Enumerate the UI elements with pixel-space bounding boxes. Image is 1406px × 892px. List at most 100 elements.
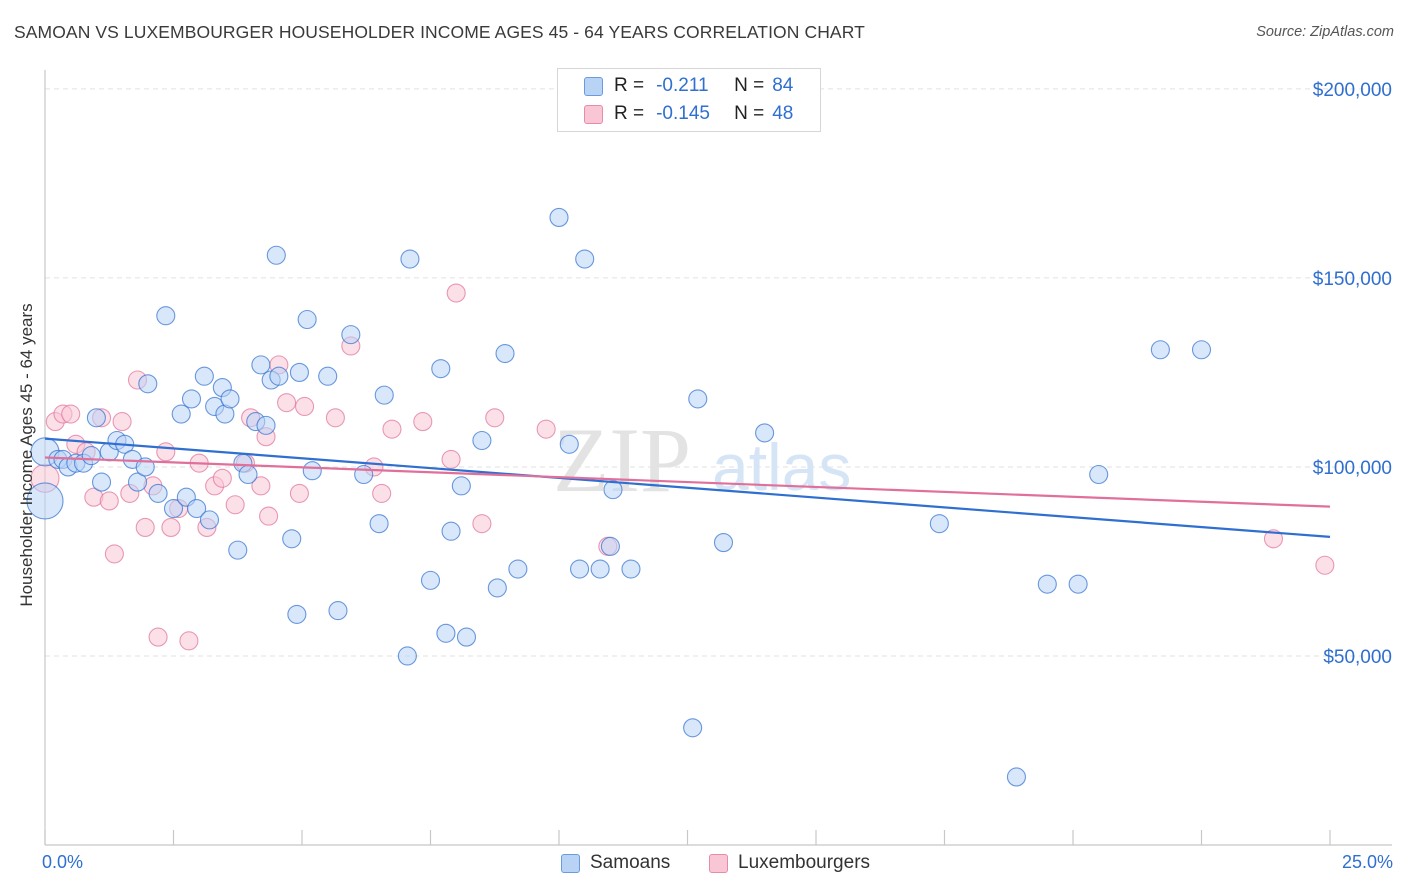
- samoans-point: [251, 355, 271, 375]
- legend-row-samoans: R = -0.211 N = 84: [584, 73, 793, 99]
- samoans-point: [1089, 464, 1109, 485]
- source-label: Source: ZipAtlas.com: [1256, 24, 1394, 40]
- luxembourgers-point: [536, 419, 556, 439]
- samoans-point: [287, 604, 307, 624]
- luxembourgers-point: [472, 514, 492, 534]
- samoans-point: [297, 309, 317, 330]
- samoans-point: [199, 510, 220, 530]
- bottom-legend-samoans-label: Samoans: [590, 852, 671, 873]
- y-tick-label: $100,000: [1313, 458, 1392, 479]
- gridlines: [45, 88, 1392, 657]
- luxembourgers-point: [61, 404, 81, 424]
- samoans-point: [688, 389, 708, 409]
- correlation-legend: R = -0.211 N = 84 R = -0.145 N = 48: [557, 68, 821, 132]
- luxembourgers-point: [413, 412, 433, 432]
- samoans-point: [508, 559, 528, 579]
- legend-r-label: R =: [614, 75, 645, 96]
- bottom-legend-luxembourgers-label: Luxembourgers: [738, 852, 871, 873]
- samoans-point: [138, 374, 158, 394]
- samoans-point: [163, 498, 184, 519]
- samoans-point: [570, 559, 590, 579]
- samoans-point: [495, 343, 515, 364]
- samoans-trend-line: [44, 437, 1331, 538]
- luxembourgers-point: [112, 412, 132, 432]
- bottom-legend-samoans: Samoans: [561, 852, 670, 874]
- samoans-point: [1068, 574, 1088, 594]
- luxembourgers-point: [259, 506, 279, 526]
- y-axis-label: Householder Income Ages 45 - 64 years: [17, 303, 36, 607]
- y-tick-label: $200,000: [1313, 80, 1392, 101]
- chart-title: SAMOAN VS LUXEMBOURGER HOUSEHOLDER INCOM…: [14, 22, 865, 42]
- y-tick-label: $150,000: [1313, 269, 1392, 290]
- x-ticks: [44, 830, 1331, 845]
- legend-r-value: -0.211: [656, 75, 709, 96]
- luxembourgers-point: [295, 396, 315, 417]
- samoans-point: [603, 480, 623, 500]
- legend-row-luxembourgers: R = -0.145 N = 48: [584, 101, 793, 127]
- samoans-point: [256, 415, 276, 435]
- samoans-point: [559, 434, 579, 454]
- legend-n-label: N =: [734, 103, 765, 124]
- x-tick-label-max: 25.0%: [1341, 852, 1393, 872]
- samoans-point: [487, 578, 507, 598]
- samoans-point: [318, 366, 338, 386]
- samoans-point: [228, 540, 248, 560]
- luxembourgers-point: [382, 419, 402, 439]
- luxembourgers-point: [446, 283, 466, 303]
- samoans-point: [575, 249, 595, 269]
- watermark-atlas: atlas: [712, 430, 851, 504]
- luxembourgers-point: [485, 408, 505, 428]
- luxembourgers-point: [135, 517, 155, 537]
- luxembourgers-point: [99, 491, 119, 511]
- samoans-point: [929, 514, 949, 534]
- legend-r-value: -0.145: [656, 103, 710, 124]
- luxembourgers-point: [179, 631, 199, 651]
- samoans-point: [374, 385, 394, 405]
- samoans-point: [156, 306, 176, 326]
- samoans-point: [590, 559, 610, 579]
- luxembourgers-point: [104, 544, 124, 564]
- trend-lines: [44, 437, 1331, 538]
- samoans-point: [369, 514, 389, 534]
- samoans-point: [269, 366, 289, 386]
- samoans-point: [451, 476, 471, 496]
- x-tick-label-min: 0.0%: [42, 852, 84, 872]
- y-tick-labels: $50,000 $100,000 $150,000 $200,000: [1313, 80, 1392, 668]
- samoans-point: [266, 245, 286, 265]
- legend-n-label: N =: [734, 75, 765, 96]
- samoans-point: [289, 362, 309, 382]
- samoans-point: [456, 627, 477, 647]
- legend-r-label: R =: [614, 103, 645, 124]
- bottom-legend-luxembourgers: Luxembourgers: [709, 852, 870, 874]
- samoans-point: [1191, 340, 1212, 360]
- luxembourgers-point: [325, 408, 345, 428]
- samoans-point: [86, 408, 106, 428]
- luxembourgers-point: [289, 483, 309, 503]
- samoans-swatch: [561, 853, 580, 873]
- samoans-point: [472, 430, 492, 451]
- luxembourgers-point: [372, 483, 392, 503]
- luxembourgers-point: [277, 393, 297, 413]
- samoans-point: [171, 404, 191, 424]
- luxembourgers-point: [1263, 529, 1284, 549]
- samoans-point: [755, 423, 775, 443]
- samoans-point: [238, 464, 258, 485]
- luxembourgers-point: [156, 442, 176, 462]
- samoans-point: [91, 472, 112, 492]
- luxembourgers-points: [30, 283, 1335, 651]
- samoans-point: [621, 559, 641, 579]
- luxembourgers-point: [1315, 555, 1335, 575]
- luxembourgers-point: [161, 517, 181, 537]
- samoans-point: [1150, 340, 1170, 360]
- samoans-point: [181, 389, 202, 409]
- samoans-point: [302, 461, 322, 481]
- samoans-point: [420, 570, 441, 590]
- samoans-point: [400, 249, 420, 269]
- luxembourgers-point: [212, 468, 232, 488]
- samoans-point: [713, 533, 734, 553]
- watermark: ZIP atlas: [553, 409, 851, 511]
- luxembourgers-point: [148, 627, 168, 647]
- samoans-point: [1037, 574, 1057, 594]
- samoans-point: [220, 389, 240, 409]
